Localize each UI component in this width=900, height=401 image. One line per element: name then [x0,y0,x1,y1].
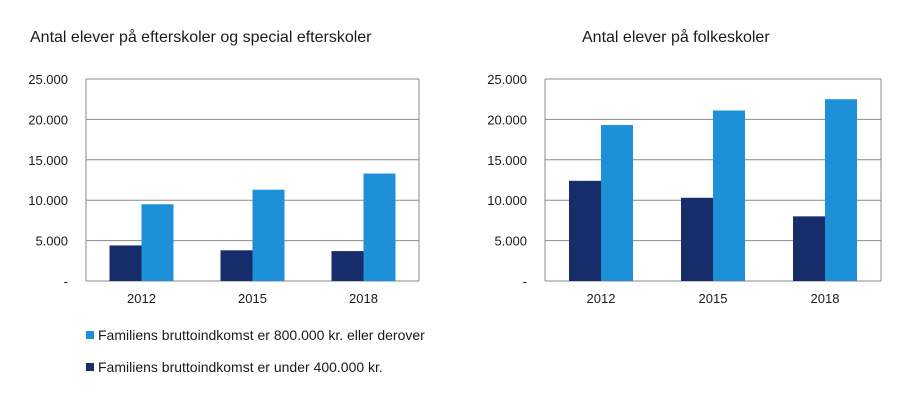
bar-high-income [713,110,745,282]
bar-high-income [601,125,633,281]
bar-low-income [793,216,825,281]
y-tick-label: 10.000 [487,193,527,208]
legend-label-high-income: Familiens bruttoindkomst er 800.000 kr. … [98,327,425,343]
x-tick-label: 2012 [127,291,156,306]
y-tick-label: - [523,274,527,289]
bar-high-income [825,99,857,281]
y-tick-label: 25.000 [487,72,527,87]
y-tick-label: 20.000 [28,112,68,127]
chart-folkeskoler: Antal elever på folkeskoler - 5.000 10.000 1… [487,28,882,306]
y-tick-label: 25.000 [28,72,68,87]
legend: Familiens bruttoindkomst er 800.000 kr. … [86,327,425,375]
bar-low-income [109,245,142,281]
y-tick-label: 15.000 [28,153,68,168]
bar-low-income [331,251,364,281]
x-tick-label: 2018 [811,291,840,306]
bar-high-income [363,173,396,281]
y-tick-label: - [64,274,68,289]
y-tick-label: 10.000 [28,193,68,208]
y-tick-label: 20.000 [487,112,527,127]
legend-swatch-high-income [86,331,94,339]
y-tick-label: 15.000 [487,153,527,168]
x-tick-label: 2015 [238,291,267,306]
legend-label-low-income: Familiens bruttoindkomst er under 400.00… [98,359,383,375]
bar-low-income [681,197,713,281]
legend-swatch-low-income [86,363,94,371]
bar-high-income [252,189,285,281]
chart-title: Antal elever på efterskoler og special e… [30,28,372,46]
bar-high-income [141,204,174,281]
y-tick-label: 5.000 [35,234,68,249]
chart-title: Antal elever på folkeskoler [582,28,770,46]
x-tick-label: 2012 [587,291,616,306]
y-tick-label: 5.000 [494,234,527,249]
chart-efterskoler: Antal elever på efterskoler og special e… [28,28,420,306]
bar-low-income [569,180,601,281]
x-tick-label: 2018 [349,291,378,306]
bar-low-income [220,250,253,281]
x-tick-label: 2015 [699,291,728,306]
